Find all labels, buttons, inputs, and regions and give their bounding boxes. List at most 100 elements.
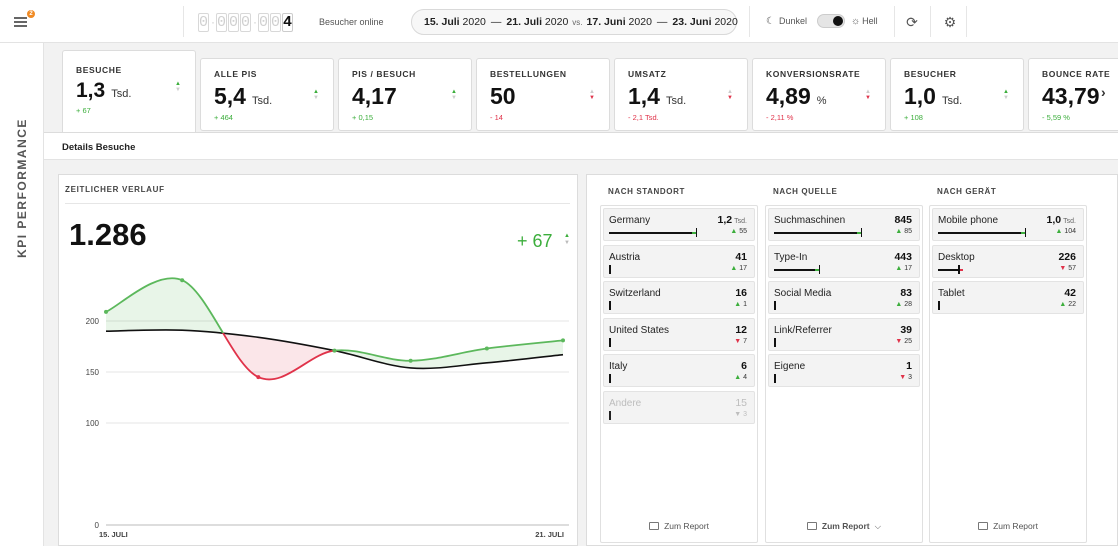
- triangle-up-icon: ▲: [734, 301, 744, 308]
- counter-digit: 0: [198, 12, 209, 32]
- kpi-card[interactable]: BESTELLUNGEN 50 - 14 ▲ ▼: [476, 58, 610, 131]
- data-point[interactable]: [561, 338, 565, 343]
- breakdown-item[interactable]: Desktop 226 ▼ 57: [932, 244, 1084, 278]
- menu-icon[interactable]: 2: [10, 10, 35, 32]
- kpi-unit: %: [816, 95, 827, 107]
- breakdown-item-delta: 25: [904, 337, 912, 345]
- breakdown-item-delta-row: ▲ 17: [895, 265, 912, 272]
- breakdown-item[interactable]: Link/Referrer 39 ▼ 25: [768, 317, 920, 351]
- breakdown-item[interactable]: Type-In 443 ▲ 17: [768, 244, 920, 278]
- chevron-right-icon[interactable]: ›: [1101, 84, 1106, 100]
- data-point[interactable]: [332, 348, 337, 353]
- kpi-label: KONVERSIONSRATE: [766, 69, 861, 79]
- kpi-value: 1,0: [904, 83, 936, 109]
- counter-digit: 0: [258, 12, 269, 32]
- kpi-value: 43,79: [1042, 83, 1100, 109]
- breakdown-item-name: Suchmaschinen: [774, 215, 846, 226]
- breakdown-item-delta-row: ▲ 1: [734, 301, 747, 308]
- breakdown-item-value-row: 1,2 Tsd.: [718, 214, 747, 226]
- breakdown-item-delta: 3: [908, 374, 912, 381]
- kpi-card[interactable]: PIS / BESUCH 4,17 + 0,15 ▲ ▼: [338, 58, 472, 131]
- share-bar-tick: [774, 301, 776, 310]
- theme-light-label: Hell: [862, 16, 878, 26]
- gear-icon[interactable]: ⚙: [943, 14, 957, 30]
- breakdown-item-delta-row: ▼ 25: [895, 338, 912, 345]
- breakdown-item[interactable]: Suchmaschinen 845 ▲ 85: [768, 208, 920, 241]
- breakdown-item-delta: 17: [739, 264, 747, 272]
- breakdown-column-title: NACH GERÄT: [937, 187, 997, 196]
- breakdown-item-delta-row: ▼ 57: [1059, 265, 1076, 272]
- triangle-up-icon: ▲: [730, 228, 740, 235]
- date-range-picker[interactable]: 15. Juli 2020 — 21. Juli 2020 vs. 17. Ju…: [411, 9, 738, 35]
- breakdown-item[interactable]: Italy 6 ▲ 4: [603, 354, 755, 387]
- kpi-unit: Tsd.: [251, 95, 273, 107]
- breakdown-item[interactable]: Social Media 83 ▲ 28: [768, 281, 920, 314]
- breakdown-item[interactable]: Mobile phone 1,0 Tsd. ▲ 104: [932, 208, 1084, 241]
- report-link[interactable]: Zum Report: [929, 521, 1087, 531]
- kpi-delta: - 2,1 Tsd.: [628, 113, 659, 122]
- kpi-value: 1,3: [76, 79, 106, 102]
- triangle-down-icon: ▼: [734, 337, 744, 345]
- share-bar-tick: [958, 264, 960, 274]
- breakdown-item-delta-row: ▲ 85: [895, 228, 912, 235]
- breakdown-item[interactable]: Tablet 42 ▲ 22: [932, 281, 1084, 314]
- data-point[interactable]: [104, 309, 108, 314]
- data-point[interactable]: [408, 358, 413, 363]
- timeline-chart: 0 100 150 200 15. JULI 21. JULI: [86, 277, 569, 539]
- data-point[interactable]: [484, 346, 489, 351]
- compare-to: 23. Juni: [672, 16, 712, 28]
- share-bar-change: [814, 268, 819, 271]
- kpi-value-row: 4,89%: [766, 83, 885, 110]
- online-counter-label: Besucher online: [319, 17, 384, 27]
- kpi-card[interactable]: UMSATZ 1,4 Tsd. - 2,1 Tsd. ▲ ▼: [614, 58, 748, 131]
- details-tab[interactable]: Details Besuche: [62, 142, 136, 153]
- kpi-value: 4,89: [766, 83, 811, 109]
- breakdown-item-value-row: 83: [900, 287, 912, 299]
- report-link[interactable]: Zum Report: [600, 521, 758, 531]
- report-link[interactable]: Zum Report ⌵: [765, 521, 923, 532]
- kpi-card[interactable]: BESUCHE 1,3 Tsd. + 67 ▲ ▼: [62, 50, 196, 132]
- share-bar: [609, 232, 692, 234]
- triangle-down-icon: ▼: [1059, 264, 1069, 272]
- breakdown-item-value: 41: [735, 250, 747, 263]
- breakdown-item-value: 6: [741, 360, 747, 372]
- kpi-card[interactable]: BESUCHER 1,0 Tsd. + 108 ▲ ▼: [890, 58, 1024, 131]
- breakdown-item-name: Type-In: [774, 251, 808, 263]
- breakdown-column-title: NACH QUELLE: [773, 187, 838, 196]
- kpi-label: BESTELLUNGEN: [490, 69, 567, 79]
- breakdown-item-value-row: 42: [1064, 287, 1076, 299]
- refresh-icon[interactable]: ⟳: [906, 14, 918, 30]
- breakdown-item-delta: 104: [1064, 228, 1076, 235]
- breakdown-item-name: Social Media: [774, 288, 832, 299]
- share-bar: [938, 268, 959, 271]
- breakdown-item[interactable]: Germany 1,2 Tsd. ▲ 55: [603, 208, 755, 241]
- breakdown-item[interactable]: Eigene 1 ▼ 3: [768, 354, 920, 387]
- breakdown-item[interactable]: United States 12 ▼ 7: [603, 317, 755, 351]
- divider: [65, 203, 570, 204]
- breakdown-list: Germany 1,2 Tsd. ▲ 55 Austria 41 ▲ 17 Switzerla…: [600, 205, 758, 543]
- share-bar-change: [959, 268, 963, 271]
- kpi-label: BOUNCE RATE: [1042, 69, 1111, 79]
- kpi-card[interactable]: KONVERSIONSRATE 4,89% - 2,11 % ▲ ▼: [752, 58, 886, 131]
- kpi-card[interactable]: ALLE PIS 5,4 Tsd. + 464 ▲ ▼: [200, 58, 334, 131]
- share-bar-change: [691, 232, 696, 234]
- breakdown-item-delta: 22: [1068, 301, 1076, 308]
- breakdown-item-delta: 85: [904, 228, 912, 235]
- data-point[interactable]: [180, 278, 185, 283]
- triangle-up-icon: ▲: [895, 301, 905, 308]
- breakdown-item[interactable]: Switzerland 16 ▲ 1: [603, 281, 755, 314]
- breakdown-item[interactable]: Andere 15 ▼ 3: [603, 390, 755, 424]
- kpi-delta: + 464: [214, 113, 233, 122]
- breakdown-item[interactable]: Austria 41 ▲ 17: [603, 244, 755, 278]
- y-tick-label: 0: [95, 521, 100, 530]
- x-tick-label: 15. JULI: [99, 530, 128, 539]
- kpi-unit: Tsd.: [111, 88, 132, 100]
- data-point[interactable]: [256, 375, 261, 380]
- top-bar: 2 0 · 0 0 0 · 0 0 4 Besucher online 15. …: [0, 0, 1118, 43]
- share-bar-tick: [938, 301, 940, 310]
- theme-toggle[interactable]: [816, 14, 845, 28]
- report-link-label: Zum Report: [664, 521, 709, 531]
- counter-digit: 4: [282, 12, 293, 32]
- period-to-year: 2020: [544, 16, 569, 28]
